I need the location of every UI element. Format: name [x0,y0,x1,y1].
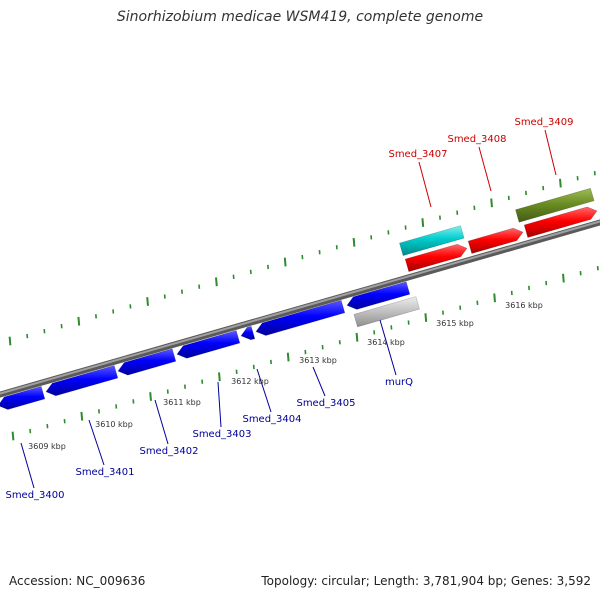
gene-label-smed-3407[interactable]: Smed_3407 [388,149,447,160]
feature-smed-3407[interactable] [399,225,465,256]
upper-tick-track [8,171,596,346]
scale-label-3612kbp: 3612 kbp [231,377,269,386]
feature-smed-3409[interactable] [515,187,595,223]
lower-tick-mark [11,431,15,441]
leader-smed-3405 [312,366,326,397]
scale-label-3616kbp: 3616 kbp [505,301,543,310]
gene-smed-3400[interactable] [0,386,46,410]
genome-summary-text: Topology: circular; Length: 3,781,904 bp… [261,574,591,588]
scale-label-3613kbp: 3613 kbp [299,356,337,365]
upper-tick-mark [352,237,356,247]
lower-tick-mark [355,332,359,342]
upper-tick-mark [490,198,493,208]
lower-tick-mark [218,372,221,382]
gene-smed-3401[interactable] [45,365,119,397]
leader-murq [379,319,397,376]
leader-smed-3402 [154,399,169,445]
gene-label-smed-3404[interactable]: Smed_3404 [242,414,301,425]
gene-label-smed-3400[interactable]: Smed_3400 [5,490,64,501]
lower-tick-mark [149,392,152,401]
leader-smed-3400 [20,442,35,489]
map-title: Sinorhizobium medicae WSM419, complete g… [116,9,484,25]
upper-tick-mark [215,277,218,287]
accession-text: Accession: NC_009636 [9,574,146,588]
scale-label-3614kbp: 3614 kbp [367,338,405,347]
genome-backbone-highlight [0,220,600,395]
leader-smed-3407 [418,161,432,208]
scale-label-3609kbp: 3609 kbp [28,442,66,451]
upper-tick-mark [146,297,149,306]
upper-tick-mark [77,316,81,326]
gene-label-smed-3401[interactable]: Smed_3401 [75,467,134,478]
upper-tick-mark [559,178,562,188]
lower-tick-mark [80,411,84,421]
gene-label-smed-3408[interactable]: Smed_3408 [447,134,506,145]
leader-smed-3409 [544,129,557,176]
leader-smed-3408 [478,146,492,192]
label-leader-lines [20,129,557,489]
gene-smed-3405[interactable] [346,281,411,310]
gene-smed-3404[interactable] [255,299,346,336]
gene-murq[interactable] [353,296,420,328]
gene-label-smed-3402[interactable]: Smed_3402 [139,446,198,457]
gene-smed-3407[interactable] [404,243,468,272]
gene-label-smed-3405[interactable]: Smed_3405 [296,398,355,409]
leader-smed-3403 [217,381,222,428]
lower-tick-mark [493,293,496,303]
leader-smed-3404 [256,368,272,413]
lower-tick-mark [562,273,565,283]
scale-label-3615kbp: 3615 kbp [436,319,474,328]
leader-smed-3401 [88,419,105,466]
scale-label-3610kbp: 3610 kbp [95,420,133,429]
gene-label-smed-3409[interactable]: Smed_3409 [514,117,573,128]
lower-tick-mark [424,313,428,322]
gene-smed-3402[interactable] [117,348,177,376]
lower-tick-track [11,266,599,441]
scale-label-3611kbp: 3611 kbp [163,398,201,407]
gene-smed-3403[interactable] [176,330,241,359]
gene-features [0,187,598,410]
upper-tick-mark [8,336,12,346]
gene-label-smed-3403[interactable]: Smed_3403 [192,429,251,440]
gene-smed-3404a[interactable] [240,325,256,341]
lower-tick-mark [286,352,290,362]
upper-tick-mark [283,257,287,267]
upper-tick-mark [421,218,425,227]
gene-smed-3409[interactable] [523,206,598,238]
gene-smed-3408[interactable] [467,227,524,254]
gene-label-murq[interactable]: murQ [385,377,413,388]
